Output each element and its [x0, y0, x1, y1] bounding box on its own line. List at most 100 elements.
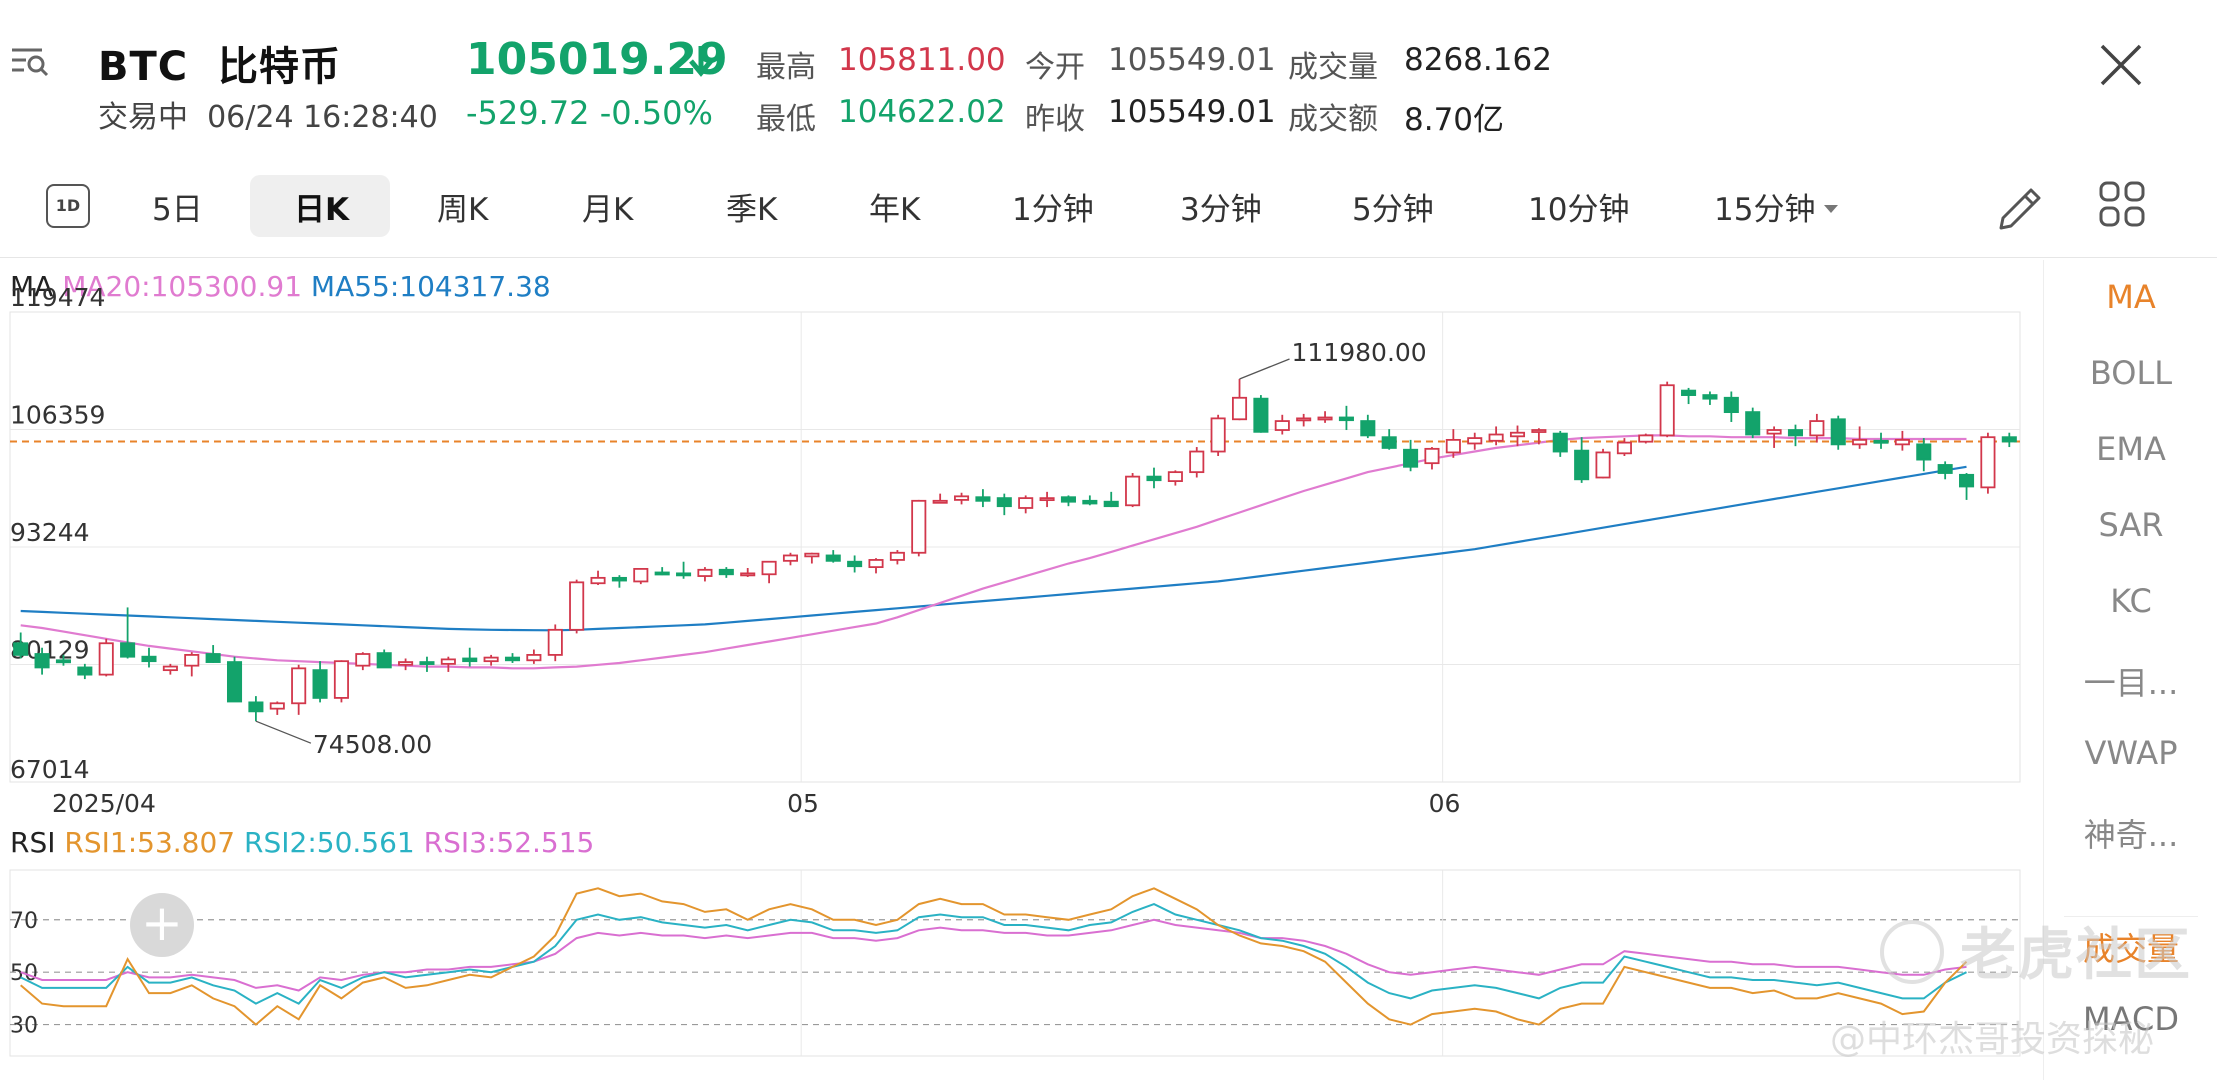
candle-body [1681, 389, 1697, 396]
candle-body [1616, 441, 1632, 455]
watermark-author: @中环杰哥投资探秘 [1830, 1019, 2155, 1060]
close-icon[interactable] [2098, 42, 2144, 88]
candle-body [932, 499, 948, 504]
candle-body [1210, 417, 1226, 453]
candle-body [1082, 499, 1098, 505]
tab-1min[interactable]: 1分钟 [1012, 192, 1094, 228]
candle-body [1039, 497, 1055, 502]
candle-body [1937, 464, 1953, 474]
watermark-logo-icon [1880, 920, 1944, 984]
candle-body [611, 576, 627, 582]
ma20-line [20, 434, 1967, 670]
candle-body [654, 571, 670, 576]
grid-icon[interactable] [2098, 180, 2146, 232]
candle-body [98, 642, 114, 676]
candle-body [761, 560, 777, 576]
rsi-tick-label: 70 [10, 909, 38, 934]
candle-body [120, 642, 136, 658]
tab-5day[interactable]: 5日 [152, 192, 203, 228]
low-annotation: 74508.00 [313, 730, 432, 759]
candle-body [1531, 429, 1547, 433]
side-item-boll[interactable]: BOLL [2089, 354, 2173, 392]
rsi-tick-label: 30 [10, 1014, 38, 1039]
stat-label: 昨收 [1025, 102, 1085, 137]
candle-body [1830, 418, 1846, 446]
candle-body [1723, 396, 1739, 414]
indicator-name: MA [10, 270, 54, 303]
candle-body [1745, 411, 1761, 436]
active-tab-highlight [250, 175, 390, 237]
side-item-ma[interactable]: MA [2106, 278, 2156, 316]
tab-10min[interactable]: 10分钟 [1528, 192, 1630, 228]
side-item-magic[interactable]: 神奇... [2083, 816, 2179, 854]
side-item-vwap[interactable]: VWAP [2084, 734, 2178, 772]
ma55-line [20, 465, 1967, 632]
caret-down-icon[interactable] [1822, 200, 1840, 219]
tab-3min[interactable]: 3分钟 [1180, 192, 1262, 228]
candle-body [1574, 449, 1590, 481]
rsi3-line [20, 918, 1967, 992]
tab-quarterly-k[interactable]: 季K [726, 192, 778, 228]
candle-body [1552, 432, 1568, 453]
candle-body [1253, 397, 1269, 433]
y-tick-label: 93244 [10, 518, 90, 547]
candle-body [676, 572, 692, 577]
side-divider [2064, 916, 2198, 917]
side-item-sar[interactable]: SAR [2098, 506, 2164, 544]
candle-body [1659, 384, 1675, 437]
tab-daily-k[interactable]: 日K [294, 192, 350, 228]
side-item-ichimoku[interactable]: 一目... [2083, 664, 2179, 702]
side-item-volume[interactable]: 成交量 [2082, 930, 2179, 968]
y-tick-label: 119474 [10, 283, 105, 312]
candle-body [1381, 436, 1397, 449]
price-change: -529.72 -0.50% [466, 94, 713, 132]
candle-body [590, 576, 606, 585]
change-pct: -0.50% [599, 94, 713, 132]
symbol-name: 比特币 [218, 44, 341, 90]
ma-legend: MA MA20:105300.91 MA55:104317.38 [10, 270, 551, 303]
period-1d-icon[interactable]: 1D [46, 184, 90, 228]
tab-weekly-k[interactable]: 周K [437, 192, 489, 228]
side-item-kc[interactable]: KC [2110, 582, 2152, 620]
candle-body [1445, 438, 1461, 454]
menu-search-icon[interactable] [8, 42, 52, 82]
candle-body [184, 654, 200, 667]
candle-body [13, 642, 29, 656]
rsi2-legend: RSI2:50.561 [244, 826, 415, 859]
candle-body [1959, 473, 1975, 488]
candle-body [248, 701, 264, 713]
ma20-legend: MA20:105300.91 [62, 270, 303, 303]
candle-body [291, 667, 307, 705]
candle-body [1060, 496, 1076, 503]
status-datetime: 06/24 16:28:40 [207, 100, 438, 135]
tab-5min[interactable]: 5分钟 [1352, 192, 1434, 228]
ma55-legend: MA55:104317.38 [310, 270, 551, 303]
candle-body [398, 661, 414, 666]
pencil-icon[interactable] [1995, 178, 2045, 234]
candle-body [1852, 438, 1868, 446]
side-item-macd[interactable]: MACD [2083, 1000, 2179, 1038]
stat-value: 104622.02 [838, 94, 1006, 130]
candle-body [1360, 420, 1376, 437]
candle-body [1702, 394, 1718, 400]
stat-value: 105549.01 [1108, 42, 1276, 78]
add-indicator-button[interactable]: + [130, 893, 194, 957]
candle-body [355, 653, 371, 667]
tab-yearly-k[interactable]: 年K [869, 192, 921, 228]
candle-body [911, 499, 927, 554]
tab-15min[interactable]: 15分钟 [1714, 192, 1816, 228]
candle-body [975, 496, 991, 502]
stat-label: 最高 [756, 50, 816, 85]
candle-body [1424, 447, 1440, 465]
candle-body [504, 656, 521, 662]
tab-monthly-k[interactable]: 月K [582, 192, 634, 228]
status-text: 交易中 [98, 100, 188, 135]
candle-body [333, 660, 349, 699]
candle-body [569, 581, 585, 631]
rsi2-line [20, 903, 1967, 1005]
stat-value: 8.70亿 [1404, 102, 1505, 138]
candle-body [1231, 396, 1248, 421]
side-item-ema[interactable]: EMA [2096, 430, 2166, 468]
candle-body [462, 657, 478, 663]
